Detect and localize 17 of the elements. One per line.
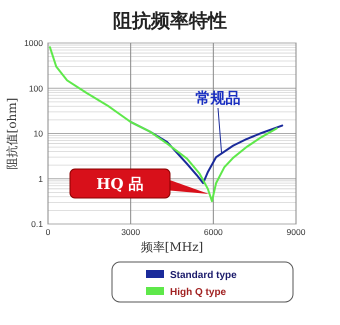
x-tick-label: 6000: [204, 227, 224, 237]
chart-title: 阻抗频率特性: [113, 10, 227, 32]
y-axis-title: 阻抗值[ohm]: [5, 98, 19, 170]
annotation: HQ 品: [96, 175, 144, 193]
line-series: [48, 46, 278, 202]
legend-label: High Q type: [170, 287, 227, 298]
x-tick-label: 9000: [286, 227, 306, 237]
y-tick-label: 1: [38, 174, 44, 184]
y-tick-label: 10: [34, 128, 44, 138]
annotation: 常规品: [196, 89, 240, 107]
x-tick-label: 3000: [121, 227, 140, 237]
y-tick-label: 100: [28, 83, 44, 94]
legend-label: Standard type: [170, 270, 238, 281]
x-tick-label: 0: [46, 227, 51, 237]
y-tick-label: 0.1: [31, 219, 44, 229]
y-tick-label: 1000: [24, 38, 44, 48]
x-axis-title: 频率[MHz]: [140, 240, 204, 254]
